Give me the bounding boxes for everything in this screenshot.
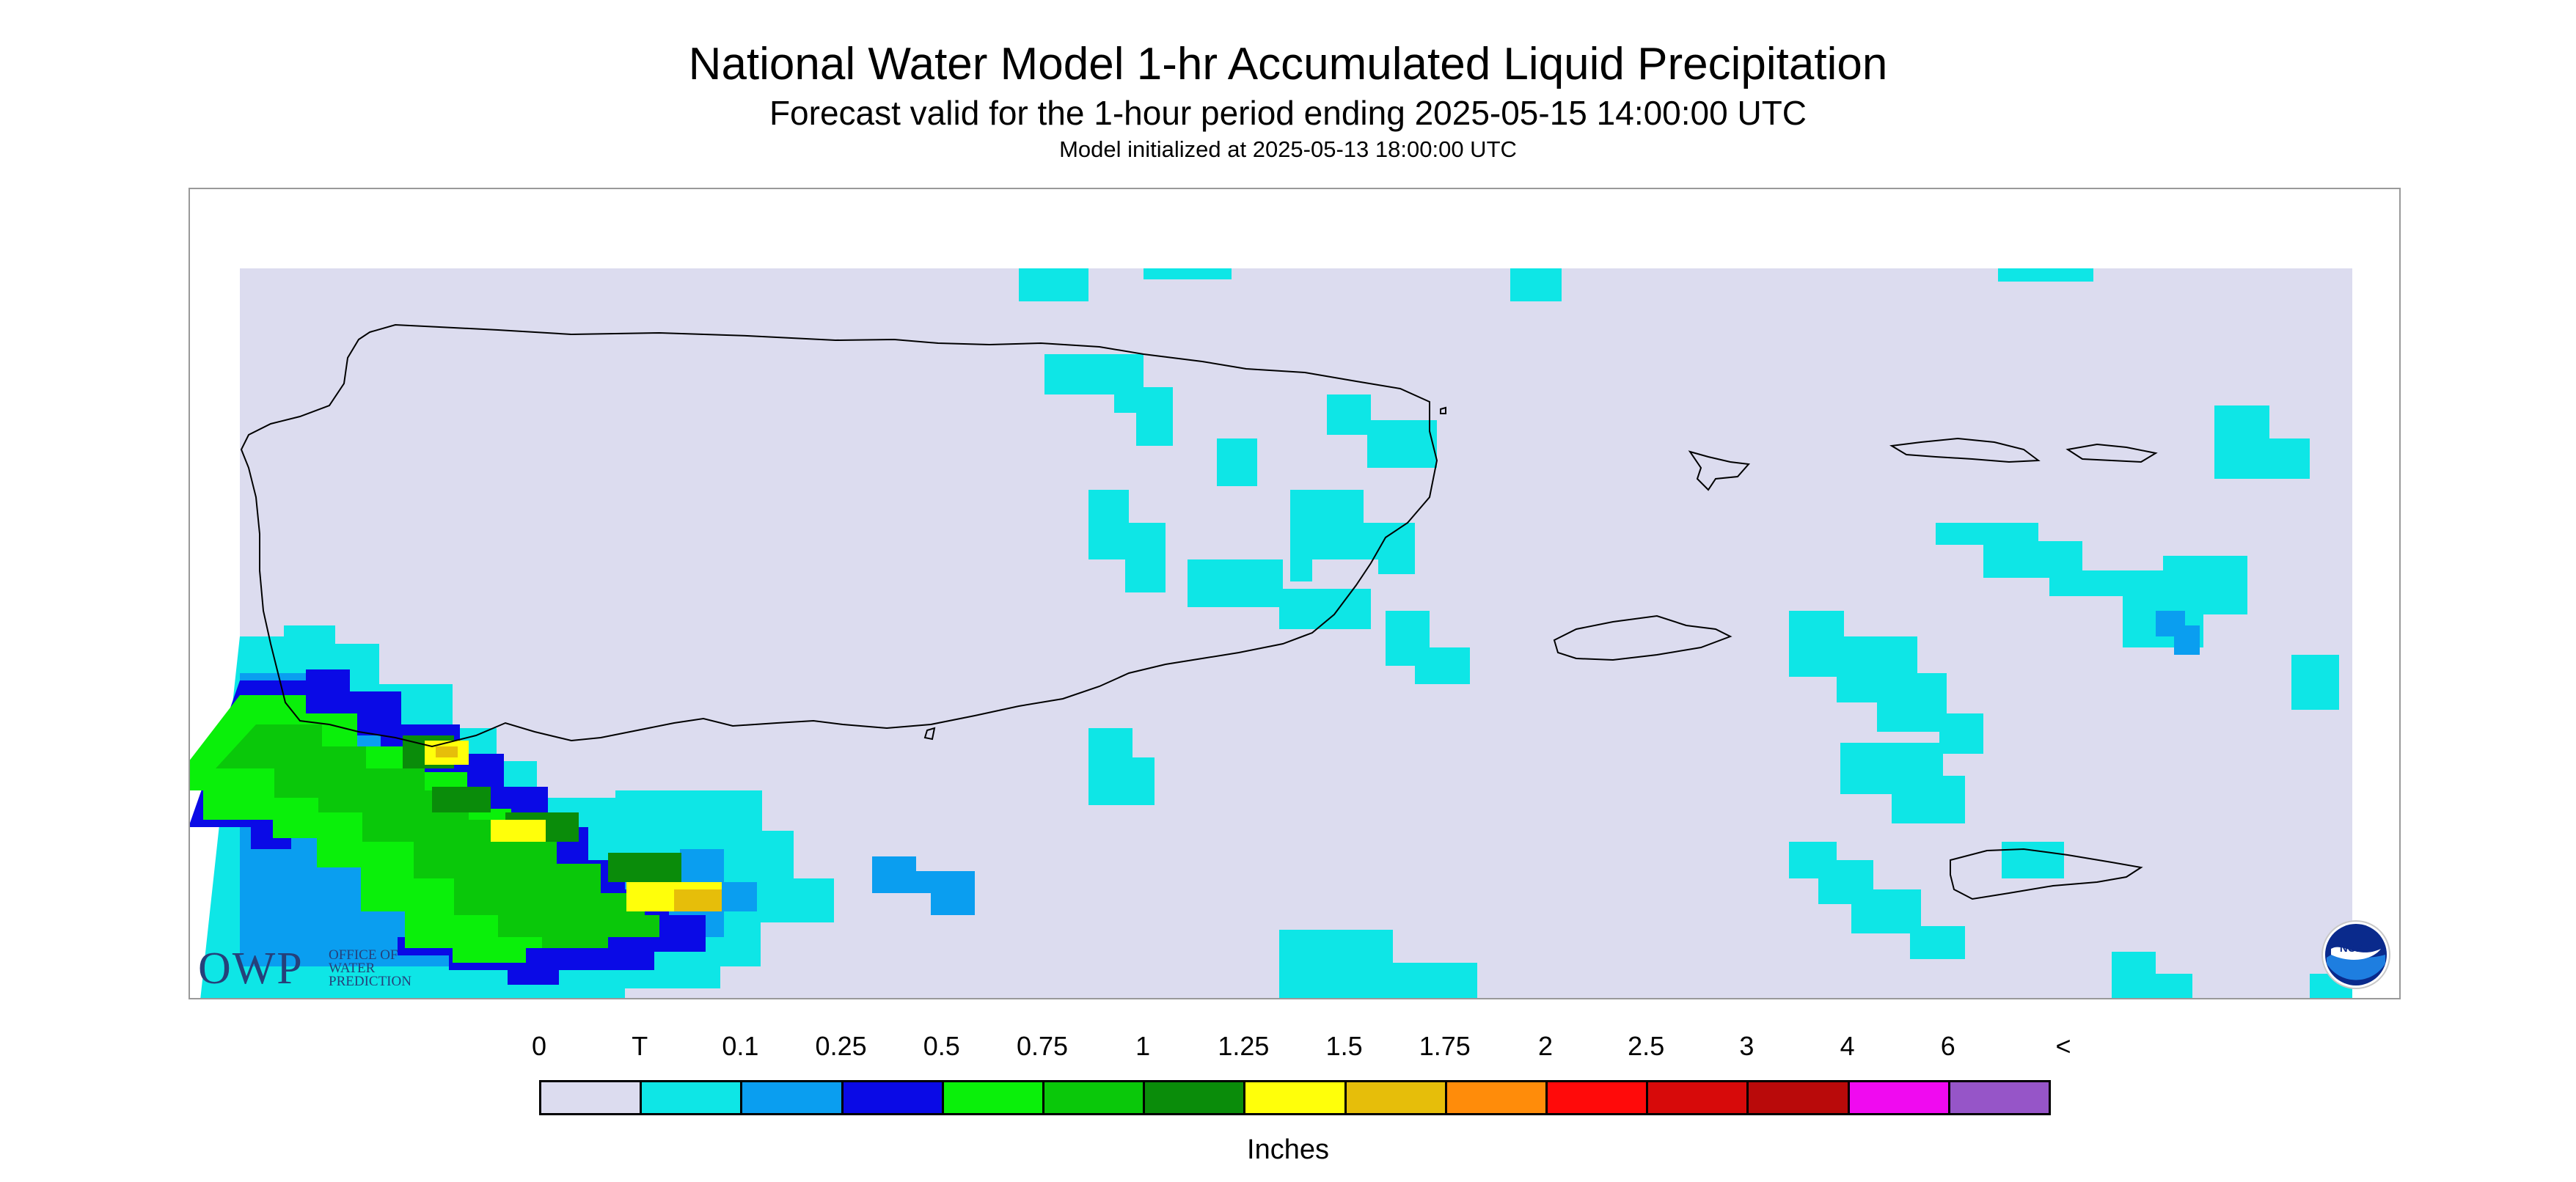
legend-swatch [1847,1080,1950,1115]
trace-cell [2214,405,2310,479]
precipitation-map [190,268,2352,998]
owp-logo: OWP OFFICE OF WATER PREDICTION [198,943,433,994]
legend-swatch [1947,1080,2051,1115]
legend-swatch [1746,1080,1850,1115]
coastlines [240,323,2158,900]
trace-cell [1840,743,1965,823]
legend-tick-label: 0.5 [923,1031,960,1061]
legend-tick-label: 1.5 [1325,1031,1363,1061]
culebra-coastline [1688,450,1751,491]
st-thomas-coastline [1889,437,2041,463]
extreme-rain-areas [425,741,722,911]
owp-logo-text: OWP [198,944,304,994]
owp-logo-line: PREDICTION [329,974,411,989]
trace-cell [1279,930,1477,998]
legend-tick-label: 0 [531,1031,547,1061]
legend-swatch [1545,1080,1649,1115]
legend-tick-label: 1.75 [1419,1031,1471,1061]
map-title: National Water Model 1-hr Accumulated Li… [688,39,1888,89]
legend-tick-label: 0.75 [1016,1031,1069,1061]
trace-cell [1998,268,2093,282]
extreme-rain-cell [674,889,722,911]
very-heavy-rain-areas [216,724,659,948]
legend-tick-label: 3 [1739,1031,1754,1061]
legend-swatch [640,1080,743,1115]
noaa-logo-text: NOAA [2340,942,2372,955]
legend-tick-label: < [2055,1031,2071,1061]
trace-cell [1088,490,1166,592]
legend-swatch [539,1080,643,1115]
extreme-rain-cell [436,746,458,757]
trace-cell [2112,952,2192,998]
owp-logo-subtext: OFFICE OF WATER PREDICTION [329,947,411,989]
st-john-coastline [2065,443,2158,463]
trace-cell [2291,655,2339,710]
trace-cell [1510,268,1562,301]
trace-cell [615,790,762,842]
map-frame [189,188,2401,999]
trace-cell [1386,611,1470,684]
vieques-coastline [1553,614,1732,661]
legend-swatch [841,1080,944,1115]
trace-cell [1088,728,1155,805]
trace-cell [1144,268,1232,279]
trace-cell [1217,438,1257,486]
owp-logo-line: WATER [329,961,376,976]
small-island-coastline [923,727,936,741]
light-rain-cell [872,856,975,915]
trace-cell [1188,559,1371,629]
trace-cell [1019,268,1088,301]
legend-tick-label: 2.5 [1628,1031,1665,1061]
trace-cell [1327,394,1437,468]
legend-tick-label: 0.25 [815,1031,867,1061]
model-init-time: Model initialized at 2025-05-13 18:00:00… [1059,136,1517,162]
legend-swatch [740,1080,844,1115]
legend-swatch [1243,1080,1347,1115]
legend-swatch [1344,1080,1447,1115]
intense-rain-cell [608,853,681,882]
extreme-rain-cell [491,820,546,842]
very-heavy-rain-cell [216,724,659,948]
small-island-coastline [1440,406,1446,414]
legend-swatch [1143,1080,1246,1115]
legend-tick-label: T [632,1031,648,1061]
puerto-rico-coastline [240,323,1438,748]
legend-swatch [941,1080,1044,1115]
legend-units: Inches [1247,1134,1329,1165]
legend-tick-label: 4 [1840,1031,1855,1061]
st-croix-coastline [1950,848,2143,900]
legend-tick-label: 1 [1135,1031,1151,1061]
owp-logo-line: OFFICE OF [329,947,398,963]
intense-rain-cell [432,787,491,812]
legend-tick-label: 6 [1940,1031,1955,1061]
trace-cell [1789,842,1965,959]
trace-cell [1290,490,1415,581]
trace-cell [1789,611,1983,754]
map-subtitle: Forecast valid for the 1-hour period end… [769,94,1807,132]
legend-tick-label: 2 [1537,1031,1554,1061]
legend-tick-label: 0.1 [722,1031,759,1061]
trace-cell [1044,354,1173,446]
legend-swatch [1444,1080,1548,1115]
light-rain-cell [2156,611,2200,655]
noaa-logo: NOAA [2321,920,2390,989]
legend-swatch [1646,1080,1749,1115]
legend-tick-label: 1.25 [1218,1031,1270,1061]
trace-cell [2002,842,2064,878]
legend-swatch [1042,1080,1146,1115]
